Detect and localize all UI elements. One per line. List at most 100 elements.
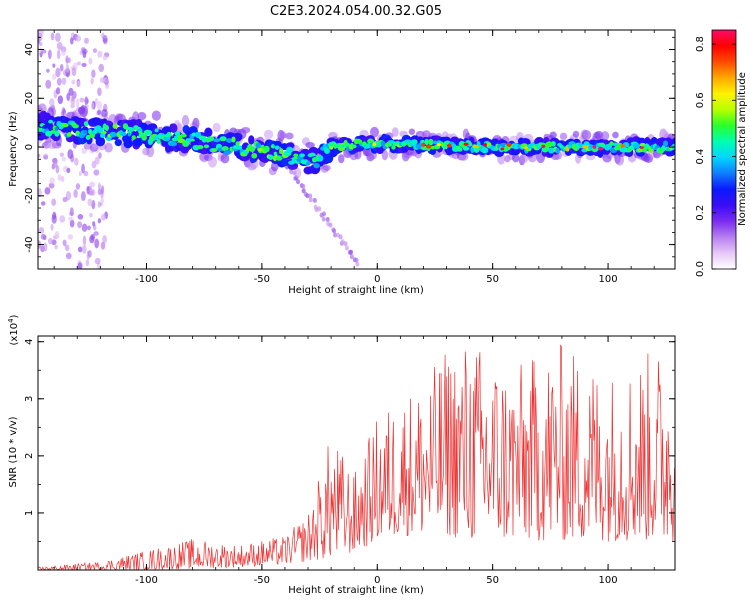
heatmap-speckle: [325, 217, 330, 223]
x-tick-label: 0: [374, 575, 380, 586]
heatmap-speckle: [75, 98, 80, 109]
heatmap-halo: [381, 149, 389, 161]
heatmap-speckle: [80, 191, 86, 202]
heatmap-blob: [481, 147, 489, 154]
heatmap-speckle: [62, 196, 68, 203]
colorbar-frame: [711, 29, 737, 270]
heatmap-speckle: [100, 213, 106, 221]
heatmap-halo: [581, 130, 592, 141]
spectrogram-panel: -100 -50 0 50 100 -40 -20 0 20 40 Height of strai…: [8, 29, 676, 296]
x-tick-label: 50: [486, 274, 499, 285]
heatmap-speckle: [50, 32, 55, 41]
heatmap-peak: [119, 130, 123, 134]
heatmap-blob: [223, 149, 231, 155]
heatmap-peak: [506, 142, 512, 147]
heatmap-halo: [263, 129, 274, 139]
heatmap-speckle: [75, 35, 82, 42]
heatmap-blob: [432, 140, 438, 145]
heatmap-speckle: [52, 73, 57, 80]
heatmap-speckle: [296, 179, 301, 185]
heatmap-speckle: [38, 187, 42, 198]
y-tick-label: -20: [24, 188, 35, 204]
heatmap-speckle: [47, 49, 52, 60]
snr-y-multiplier: (x104): [7, 314, 20, 345]
colorbar-tick-label: 0.2: [695, 205, 706, 221]
heatmap-peak: [620, 144, 626, 148]
heatmap-speckle: [328, 222, 333, 228]
heatmap-blob: [545, 141, 553, 148]
heatmap-speckle: [308, 193, 313, 199]
heatmap-speckle: [93, 231, 99, 236]
heatmap-speckle: [43, 155, 49, 160]
heatmap-speckle: [102, 235, 108, 244]
heatmap-speckle: [52, 211, 57, 220]
heatmap-blob: [112, 123, 118, 129]
heatmap-peak: [592, 145, 597, 149]
heatmap-halo: [559, 132, 568, 141]
y-tick-label: 1: [24, 510, 35, 516]
heatmap-speckle: [56, 49, 61, 60]
heatmap-speckle: [51, 198, 57, 206]
heatmap-halo: [408, 128, 416, 135]
heatmap-blob: [128, 127, 135, 132]
heatmap-speckle: [99, 77, 106, 84]
heatmap-speckle: [102, 54, 107, 61]
heatmap-speckle: [67, 234, 74, 240]
heatmap-speckle: [87, 198, 93, 207]
heatmap-speckle: [69, 37, 74, 45]
heatmap-halo: [600, 131, 610, 141]
heatmap-blob: [213, 138, 221, 143]
heatmap-speckle: [89, 235, 95, 244]
heatmap-blob: [237, 145, 243, 150]
heatmap-peak: [436, 143, 441, 147]
heatmap-blob: [639, 142, 646, 147]
heatmap-blob: [442, 144, 448, 150]
heatmap-speckle: [81, 223, 88, 232]
heatmap-speckle: [98, 63, 105, 73]
heatmap-speckle: [61, 50, 66, 56]
heatmap-core: [95, 136, 106, 147]
heatmap-speckle: [67, 149, 74, 159]
heatmap-halo: [369, 126, 380, 138]
heatmap-speckle: [71, 67, 77, 77]
heatmap-blob: [99, 133, 106, 139]
heatmap-halo: [241, 126, 251, 134]
heatmap-speckle: [54, 230, 60, 238]
spectrogram-ticks: -100 -50 0 50 100 -40 -20 0 20 40: [24, 30, 675, 285]
colorbar-tick-label: 0.8: [695, 36, 706, 52]
colorbar: 0.0 0.2 0.4 0.6 0.8 Normalized spectral ampl…: [695, 29, 748, 277]
heatmap-blob: [144, 129, 153, 136]
snr-ticks: -100 -50 0 50 100 1 2 3 4: [24, 336, 675, 586]
heatmap-speckle: [70, 103, 75, 109]
spectrogram-ylabel: Frequency (Hz): [8, 111, 19, 187]
heatmap-halo: [294, 167, 302, 179]
colorbar-tick-label: 0.0: [695, 261, 706, 277]
heatmap-blob: [424, 138, 429, 146]
heatmap-blob: [141, 134, 147, 141]
heatmap-blob: [457, 147, 463, 152]
heatmap-blob: [410, 139, 418, 145]
heatmap-speckle: [90, 77, 94, 85]
heatmap-speckle: [54, 244, 58, 250]
heatmap-speckle: [92, 48, 98, 53]
x-tick-label: 0: [374, 274, 380, 285]
heatmap-blob: [219, 136, 227, 142]
snr-frame: [37, 335, 676, 571]
heatmap-speckle: [97, 87, 102, 97]
heatmap-halo: [338, 154, 345, 164]
heatmap-halo: [151, 110, 162, 121]
heatmap-blob: [203, 144, 210, 149]
snr-ylabel: SNR (10 * v/v): [8, 416, 19, 487]
colorbar-tick-label: 0.4: [695, 149, 706, 165]
snr-series-line: [38, 344, 675, 570]
heatmap-speckle: [86, 225, 91, 231]
heatmap-blob: [180, 133, 187, 138]
heatmap-core: [273, 140, 282, 148]
heatmap-speckle: [73, 189, 78, 198]
heatmap-blob: [632, 142, 641, 149]
heatmap-speckle: [301, 188, 306, 194]
heatmap-speckle: [71, 79, 76, 85]
heatmap-speckle: [47, 237, 53, 245]
heatmap-speckle: [81, 62, 87, 68]
